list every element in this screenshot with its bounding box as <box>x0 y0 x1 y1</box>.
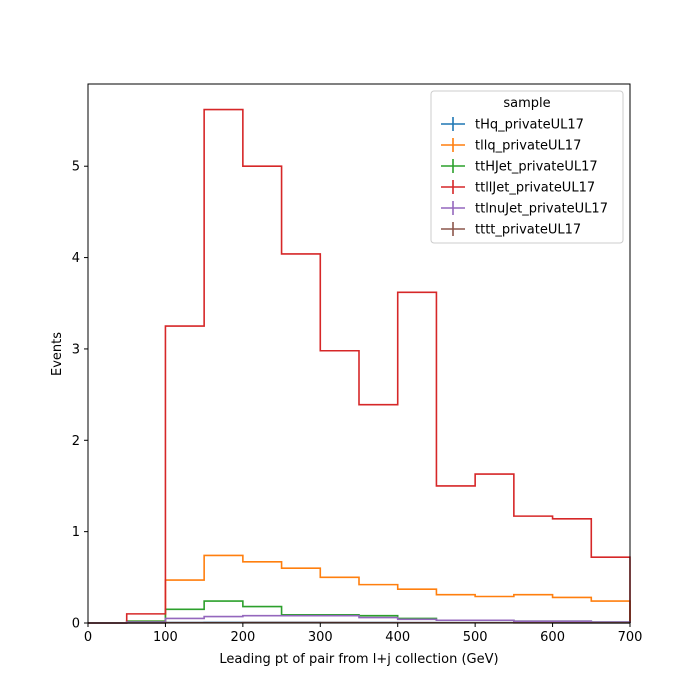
y-axis: 0 1 2 3 4 5 <box>72 160 88 632</box>
y-tick-label: 3 <box>72 342 80 357</box>
legend-items: tHq_privateUL17 tllq_privateUL17 ttHJet_pr… <box>441 117 608 238</box>
series-line-4 <box>88 614 631 624</box>
legend-box <box>430 90 624 244</box>
legend-label: ttHJet_privateUL17 <box>475 160 598 175</box>
x-tick-label: 0 <box>84 630 92 645</box>
y-tick-label: 2 <box>72 434 80 449</box>
x-tick-label: 300 <box>308 630 333 645</box>
y-tick-label: 5 <box>72 160 80 175</box>
legend-label: tttt_privateUL17 <box>475 223 581 238</box>
y-axis-label: Events <box>50 332 65 376</box>
y-tick-label: 1 <box>72 525 80 540</box>
series-line-3 <box>88 108 631 624</box>
x-tick-label: 200 <box>230 630 255 645</box>
legend-label: ttllJet_privateUL17 <box>475 181 595 196</box>
legend-label: ttlnuJet_privateUL17 <box>475 202 608 217</box>
y-tick-label: 4 <box>72 251 80 266</box>
legend-label: tllq_privateUL17 <box>475 139 581 154</box>
axes-frame <box>87 83 631 624</box>
series-line-1 <box>88 554 631 624</box>
y-tick-label: 0 <box>72 617 80 632</box>
x-axis-label: Leading pt of pair from l+j collection (… <box>219 652 498 667</box>
x-tick-label: 500 <box>463 630 488 645</box>
x-tick-label: 100 <box>153 630 178 645</box>
x-tick-label: 600 <box>540 630 565 645</box>
legend-title: sample <box>503 96 550 111</box>
x-axis: 0 100 200 300 400 500 600 700 <box>84 623 643 645</box>
legend: sample tHq_privateUL17 tllq_privateUL17tt… <box>430 90 624 244</box>
x-tick-label: 400 <box>385 630 410 645</box>
legend-label: tHq_privateUL17 <box>475 118 584 133</box>
x-tick-label: 700 <box>618 630 643 645</box>
